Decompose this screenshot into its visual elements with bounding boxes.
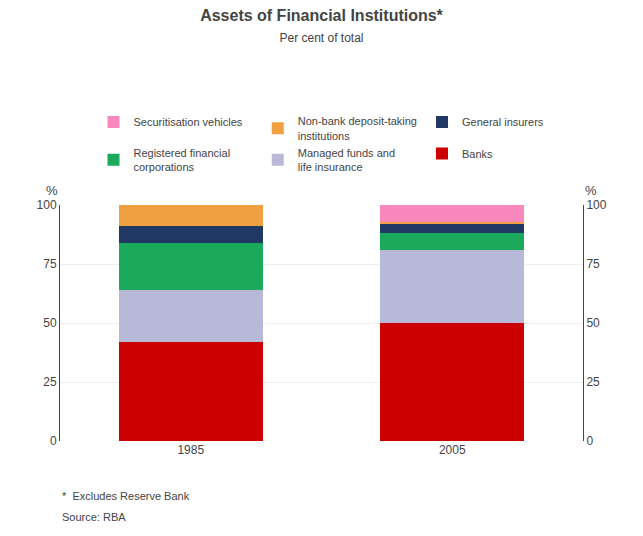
svg-text:Banks: Banks (462, 148, 493, 160)
svg-text:75: 75 (43, 257, 57, 271)
svg-text:Securitisation vehicles: Securitisation vehicles (134, 116, 243, 128)
svg-text:Assets of Financial Institutio: Assets of Financial Institutions*Per cen… (200, 7, 443, 45)
svg-text:50: 50 (586, 316, 600, 330)
svg-text:25: 25 (586, 375, 600, 389)
svg-text:%: % (585, 183, 597, 198)
svg-text:* Excludes Reserve Bank: * Excludes Reserve Bank (62, 490, 190, 502)
svg-text:100: 100 (586, 198, 606, 212)
svg-text:75: 75 (586, 257, 600, 271)
svg-text:Managed funds andlife insuranc: Managed funds andlife insurance (298, 147, 395, 173)
svg-text:Registered financialcorporatio: Registered financialcorporations (134, 147, 231, 173)
svg-text:2005: 2005 (439, 443, 466, 457)
svg-text:25: 25 (43, 375, 57, 389)
svg-text:0: 0 (50, 434, 57, 448)
svg-text:Non-bank deposit-takinginstitu: Non-bank deposit-takinginstitutions (298, 115, 417, 141)
svg-text:100: 100 (37, 198, 57, 212)
svg-text:50: 50 (43, 316, 57, 330)
svg-text:0: 0 (586, 434, 593, 448)
svg-text:1985: 1985 (177, 443, 204, 457)
svg-text:%: % (46, 183, 58, 198)
svg-text:General insurers: General insurers (462, 116, 544, 128)
svg-text:Source: RBA: Source: RBA (62, 511, 126, 523)
